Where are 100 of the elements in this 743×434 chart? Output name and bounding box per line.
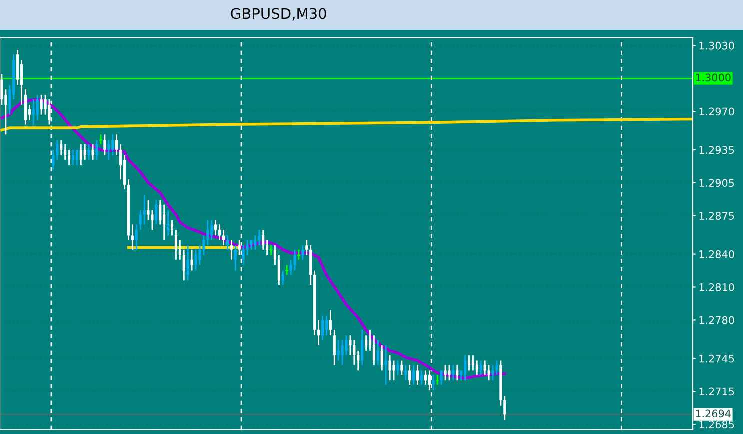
candlestick bbox=[167, 210, 170, 236]
candlestick bbox=[147, 200, 150, 221]
candlestick bbox=[345, 334, 348, 356]
candlestick bbox=[170, 220, 174, 236]
candlestick bbox=[306, 239, 308, 256]
candlestick bbox=[290, 259, 292, 276]
candlestick bbox=[333, 329, 336, 366]
candlestick bbox=[72, 149, 75, 166]
candlestick bbox=[218, 224, 222, 241]
candlestick bbox=[116, 134, 118, 156]
candlestick bbox=[234, 244, 237, 272]
candlestick bbox=[444, 364, 447, 382]
candlestick bbox=[361, 329, 364, 366]
candlestick bbox=[151, 210, 154, 231]
y-tick-label: 1.2780 bbox=[700, 316, 734, 324]
candlestick bbox=[353, 339, 356, 366]
candlestick bbox=[412, 364, 416, 386]
candlestick bbox=[210, 220, 214, 241]
y-tick-label: 1.2685 bbox=[700, 420, 734, 429]
ref-line-label: 1.3000 bbox=[696, 74, 731, 82]
candlestick bbox=[317, 320, 320, 346]
candlestick bbox=[56, 139, 59, 161]
candlestick bbox=[464, 354, 467, 382]
candlestick bbox=[36, 94, 39, 122]
candlestick bbox=[178, 239, 182, 260]
candlestick bbox=[96, 139, 98, 161]
candlestick bbox=[325, 315, 328, 336]
candlestick bbox=[112, 134, 114, 156]
candlestick bbox=[424, 370, 427, 386]
candlestick bbox=[396, 360, 400, 376]
candlestick bbox=[380, 344, 384, 372]
candlestick bbox=[436, 374, 440, 386]
candlestick bbox=[104, 134, 106, 156]
y-tick-label: 1.2715 bbox=[700, 388, 734, 396]
candlestick bbox=[159, 200, 162, 226]
candlestick bbox=[294, 249, 296, 272]
y-tick-label: 1.2745 bbox=[700, 354, 734, 363]
candlestick bbox=[40, 94, 43, 116]
candlestick bbox=[456, 364, 459, 382]
y-tick-label: 1.2935 bbox=[700, 146, 734, 154]
candlestick bbox=[88, 144, 90, 161]
candlestick bbox=[32, 98, 35, 126]
candlestick bbox=[250, 239, 253, 251]
candlestick bbox=[404, 364, 408, 382]
candlestick bbox=[52, 149, 55, 170]
candlestick bbox=[242, 244, 245, 266]
candlestick bbox=[496, 360, 498, 376]
y-tick-label: 1.3030 bbox=[700, 42, 734, 50]
candlestick bbox=[163, 204, 166, 241]
candlestick bbox=[174, 229, 178, 260]
candlestick bbox=[206, 220, 210, 246]
candlestick bbox=[329, 310, 332, 336]
y-tick-label: 1.2970 bbox=[700, 108, 734, 116]
chart-title: GBPUSD,M30 bbox=[231, 8, 326, 21]
candlestick bbox=[368, 329, 372, 352]
candlestick bbox=[222, 229, 226, 246]
y-tick-label: 1.2840 bbox=[700, 250, 734, 258]
candlestick bbox=[492, 364, 494, 382]
candlestick bbox=[321, 315, 324, 341]
candlestick bbox=[484, 360, 486, 376]
candlestick bbox=[476, 360, 478, 376]
candlestick bbox=[349, 334, 352, 356]
candlestick bbox=[416, 364, 420, 386]
candlestick bbox=[357, 350, 360, 372]
candlestick bbox=[80, 144, 82, 166]
candlestick bbox=[92, 144, 94, 161]
candlestick bbox=[372, 334, 376, 366]
candlestick bbox=[278, 254, 280, 286]
candlestick bbox=[186, 244, 190, 282]
candlestick bbox=[230, 239, 233, 260]
candlestick bbox=[246, 239, 249, 256]
candlestick bbox=[285, 264, 290, 276]
candlestick bbox=[76, 149, 79, 166]
candlestick bbox=[139, 210, 142, 231]
candlestick bbox=[376, 339, 380, 366]
candlestick bbox=[254, 234, 257, 251]
candlestick bbox=[60, 139, 63, 156]
candlestick bbox=[365, 334, 368, 352]
candlestick bbox=[420, 370, 424, 386]
candlestick bbox=[448, 364, 451, 382]
candlestick bbox=[143, 194, 146, 226]
candlestick bbox=[408, 364, 412, 386]
candlestick bbox=[266, 239, 269, 256]
y-tick-label: 1.2875 bbox=[700, 212, 734, 220]
candlestick bbox=[388, 354, 392, 382]
candlestick bbox=[68, 149, 71, 166]
y-tick-label: 1.2810 bbox=[700, 283, 734, 292]
candlestick bbox=[182, 249, 186, 282]
candlestick bbox=[282, 270, 284, 286]
candlestick bbox=[440, 370, 443, 386]
candlestick bbox=[400, 360, 404, 376]
candlestick bbox=[190, 249, 194, 272]
candlestick bbox=[262, 229, 265, 251]
candlestick bbox=[452, 364, 455, 382]
candlestick bbox=[226, 234, 229, 251]
line-series bbox=[0, 118, 692, 132]
candlestick bbox=[194, 249, 198, 272]
candlestick bbox=[131, 224, 134, 251]
candlestick bbox=[258, 229, 261, 246]
candlestick bbox=[135, 224, 138, 251]
